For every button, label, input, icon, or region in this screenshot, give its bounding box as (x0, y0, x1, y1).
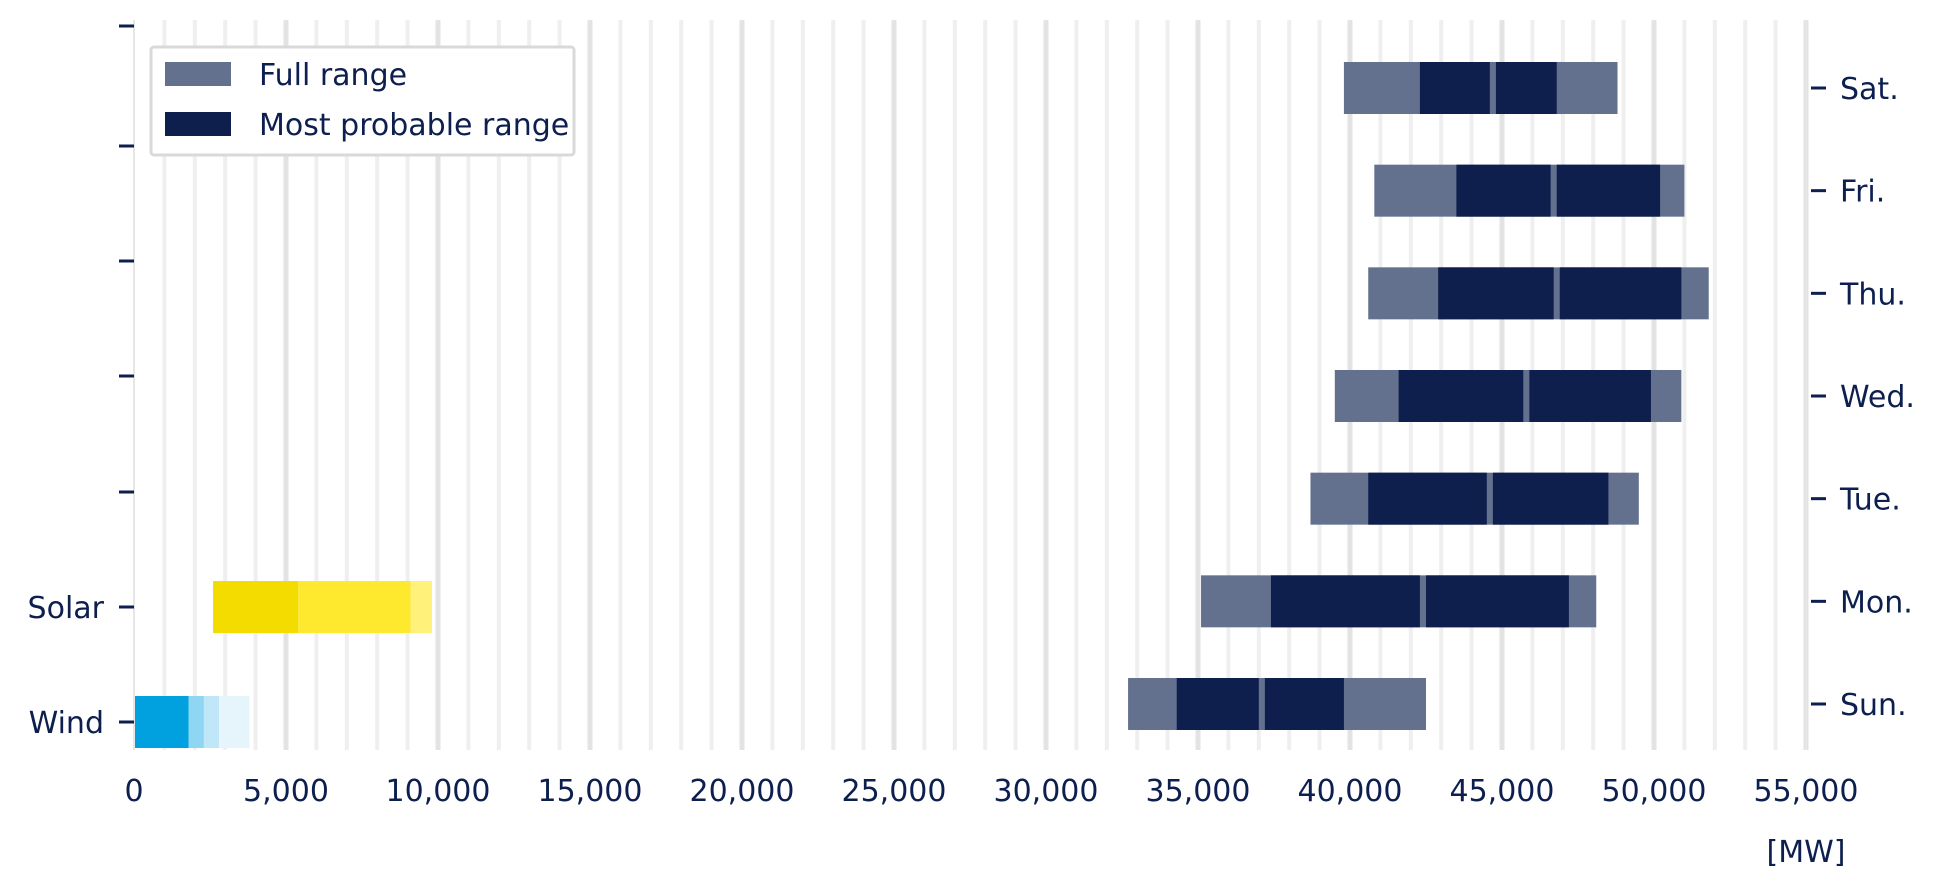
x-tick-label: 10,000 (386, 774, 491, 809)
solar-segment-bar (213, 581, 299, 633)
legend-label-full-range: Full range (259, 58, 407, 93)
most-probable-range-bar (1438, 267, 1554, 320)
solar-segment-bar (410, 581, 432, 633)
x-tick-label: 35,000 (1146, 774, 1251, 809)
x-tick-label: 25,000 (842, 774, 947, 809)
x-tick-label: 0 (124, 774, 143, 809)
most-probable-range-bar (1556, 164, 1661, 217)
bars (134, 62, 1709, 748)
most-probable-range-bar (1456, 164, 1551, 217)
right-category-label: Sat. (1840, 72, 1899, 107)
axes: 0 5,000 10,000 15,000 20,000 25,000 30,000 35,0… (28, 20, 1915, 809)
most-probable-range-bar (1492, 472, 1609, 525)
most-probable-range-bar (1264, 678, 1344, 730)
left-category-label: Wind (29, 706, 104, 741)
wind-segment-bar (134, 696, 189, 748)
most-probable-range-bar (1495, 62, 1557, 114)
x-axis-unit-label: [MW] (1767, 835, 1846, 870)
legend-swatch-most-probable-range (165, 112, 231, 136)
legend-swatch-full-range (165, 62, 231, 86)
x-tick-label: 5,000 (243, 774, 329, 809)
legend-label-most-probable-range: Most probable range (259, 108, 569, 143)
wind-segment-bar (219, 696, 250, 748)
most-probable-range-bar (1368, 472, 1487, 525)
wind-segment-bar (203, 696, 220, 748)
right-category-label: Mon. (1840, 585, 1913, 620)
x-tick-label: 45,000 (1450, 774, 1555, 809)
solar-segment-bar (298, 581, 411, 633)
right-category-label: Tue. (1839, 483, 1901, 518)
most-probable-range-bar (1270, 575, 1420, 628)
most-probable-range-bar (1398, 370, 1524, 422)
legend: Full range Most probable range (149, 45, 576, 157)
most-probable-range-bar (1176, 678, 1259, 730)
left-category-label: Solar (28, 591, 105, 626)
x-tick-label: 20,000 (690, 774, 795, 809)
right-category-label: Thu. (1839, 277, 1906, 312)
x-tick-label: 15,000 (538, 774, 643, 809)
most-probable-range-bar (1419, 62, 1490, 114)
x-tick-label: 40,000 (1298, 774, 1403, 809)
most-probable-range-bar (1559, 267, 1682, 320)
legend-frame (149, 45, 576, 157)
x-tick-label: 30,000 (994, 774, 1099, 809)
x-tick-label: 50,000 (1602, 774, 1707, 809)
x-tick-label: 55,000 (1754, 774, 1859, 809)
wind-segment-bar (188, 696, 204, 748)
right-category-label: Sun. (1840, 688, 1907, 723)
right-category-label: Wed. (1840, 380, 1915, 415)
most-probable-range-bar (1426, 575, 1569, 628)
right-category-label: Fri. (1840, 175, 1885, 210)
most-probable-range-bar (1529, 370, 1651, 422)
